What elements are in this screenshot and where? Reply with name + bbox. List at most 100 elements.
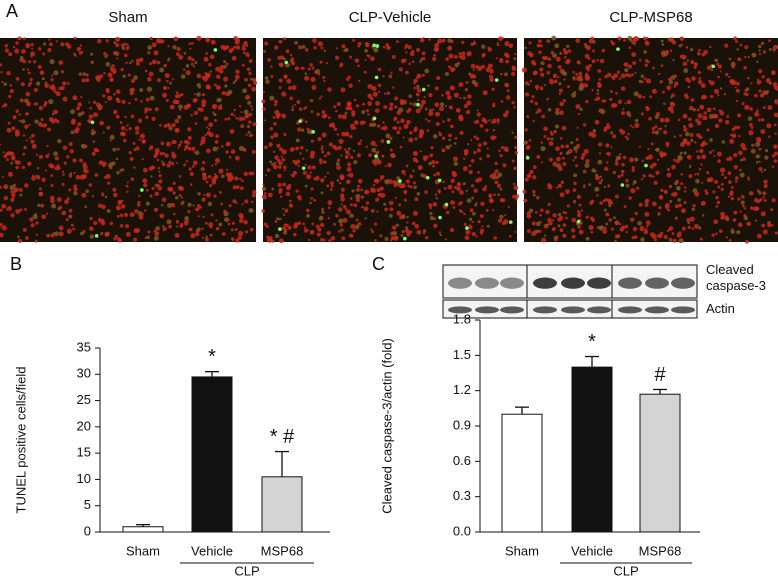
cell [755, 154, 760, 159]
cell [592, 129, 596, 133]
cell [654, 114, 659, 120]
cell [104, 101, 107, 104]
cell [196, 92, 201, 97]
cell [121, 99, 126, 104]
tunel-cell [213, 48, 218, 52]
cell [148, 107, 152, 112]
cell [588, 224, 594, 231]
cell [112, 147, 117, 152]
cell [342, 217, 348, 223]
cell [89, 106, 93, 110]
cell [137, 203, 141, 207]
cell [343, 204, 347, 209]
cell [740, 194, 745, 199]
cell [98, 104, 102, 108]
cell [663, 234, 668, 240]
cell [311, 165, 316, 170]
cell [450, 180, 454, 183]
cell [205, 73, 208, 76]
cell [743, 215, 748, 221]
cell [734, 39, 739, 44]
cell [269, 95, 275, 101]
cell [287, 184, 292, 188]
cell [464, 235, 470, 241]
cell [532, 165, 537, 170]
cell [547, 184, 553, 190]
cell [79, 44, 82, 47]
cell [242, 88, 247, 94]
cell [596, 89, 600, 92]
cell [288, 203, 294, 208]
cell [484, 184, 488, 188]
cell [613, 73, 618, 79]
cell [401, 99, 407, 105]
cell [310, 187, 314, 191]
cell [761, 75, 765, 79]
cell [689, 164, 692, 167]
cell [341, 44, 346, 49]
cell [77, 102, 82, 107]
cell [683, 200, 687, 204]
cell [45, 212, 49, 215]
cell [283, 169, 286, 172]
cell [234, 74, 240, 80]
cell [768, 39, 771, 43]
cell [167, 186, 172, 192]
cell [417, 110, 420, 113]
cell [293, 103, 296, 106]
cell [283, 165, 287, 170]
cell [319, 161, 323, 165]
cell [55, 91, 61, 97]
cell [42, 52, 46, 56]
cell [538, 39, 542, 44]
cell [69, 172, 73, 175]
cell [378, 90, 381, 93]
cell [739, 158, 743, 162]
cell [504, 114, 507, 117]
blot-band [533, 277, 557, 289]
cell [530, 99, 534, 104]
cell [28, 123, 31, 126]
cell [441, 38, 446, 43]
tunel-cell [444, 202, 449, 207]
cell [526, 229, 531, 233]
x-tick-label: Sham [505, 543, 539, 558]
cell [177, 185, 182, 190]
cell [630, 188, 636, 194]
cell [201, 227, 204, 231]
cell [604, 198, 609, 202]
cell [634, 71, 637, 74]
cell [242, 51, 246, 55]
cell [66, 155, 70, 159]
cell [76, 47, 82, 52]
cell [543, 55, 549, 61]
cell [412, 102, 418, 107]
cell [91, 151, 96, 156]
image-title: CLP-Vehicle [349, 9, 432, 26]
cell [587, 56, 591, 60]
cell [33, 60, 37, 64]
cell [495, 57, 498, 60]
cell [106, 209, 111, 213]
cell [696, 51, 701, 56]
cell [539, 44, 543, 48]
cell [388, 179, 393, 184]
cell [278, 62, 284, 68]
cell [286, 78, 292, 84]
cell [426, 129, 430, 132]
cell [417, 165, 423, 171]
cell [498, 149, 501, 153]
cell [221, 232, 226, 236]
cell [383, 92, 387, 95]
cell [323, 154, 327, 158]
cell [0, 222, 3, 226]
cell [384, 207, 389, 212]
cell [276, 158, 281, 163]
cell [301, 66, 305, 70]
cell [282, 207, 285, 210]
cell [454, 136, 458, 140]
cell [336, 179, 340, 182]
cell [321, 145, 324, 148]
cell [534, 101, 538, 106]
